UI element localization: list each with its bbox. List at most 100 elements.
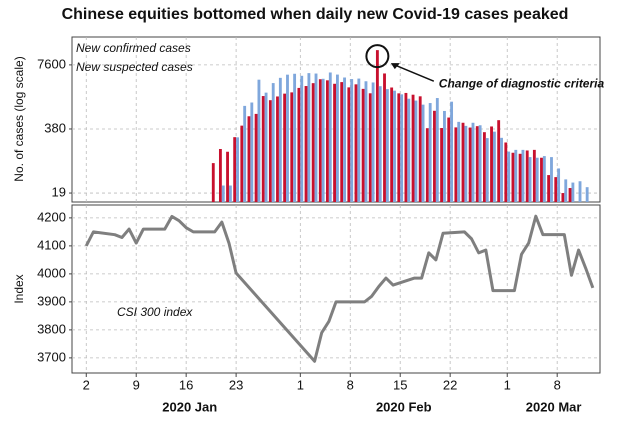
bar xyxy=(542,156,546,202)
x-tick-label: 22 xyxy=(443,377,457,392)
bar xyxy=(475,126,479,202)
bar xyxy=(385,89,389,202)
bar xyxy=(247,116,251,202)
bar xyxy=(218,148,222,202)
x-tick-label: 23 xyxy=(229,377,243,392)
bar xyxy=(261,96,265,202)
bar xyxy=(497,120,501,202)
bar xyxy=(482,132,486,202)
bar xyxy=(268,100,272,202)
y-tick-label: 7600 xyxy=(37,56,66,71)
bar xyxy=(500,137,503,202)
x-tick-label: 8 xyxy=(554,377,561,392)
x-tick-label: 1 xyxy=(297,377,304,392)
bar xyxy=(418,96,422,202)
bar xyxy=(521,149,525,202)
bar xyxy=(304,86,308,202)
bar xyxy=(333,83,336,202)
bar xyxy=(535,157,539,202)
bar xyxy=(240,125,244,202)
bar xyxy=(278,77,282,202)
x-tick-label: 16 xyxy=(179,377,193,392)
bar xyxy=(407,98,411,202)
bar xyxy=(492,131,496,202)
bar xyxy=(468,127,472,202)
legend-label: New confirmed cases xyxy=(76,41,191,55)
bar xyxy=(283,93,287,202)
bar xyxy=(243,105,247,202)
bar xyxy=(271,83,275,202)
bar xyxy=(350,79,354,202)
bar xyxy=(297,87,301,202)
bar xyxy=(383,73,386,203)
bar xyxy=(250,102,254,202)
month-label: 2020 Mar xyxy=(526,399,582,414)
y-tick-label: 3900 xyxy=(37,293,66,308)
bar xyxy=(433,110,436,202)
bar xyxy=(540,157,543,202)
bar xyxy=(400,94,404,202)
bar xyxy=(443,110,446,202)
bar xyxy=(361,88,365,202)
bar xyxy=(354,84,358,202)
x-tick-label: 8 xyxy=(347,377,354,392)
bar xyxy=(318,79,322,202)
bar xyxy=(347,87,351,202)
annotation-arrowhead xyxy=(390,63,400,70)
bar xyxy=(357,78,361,202)
bar xyxy=(554,177,558,202)
bar xyxy=(564,179,568,202)
bar xyxy=(478,125,482,202)
bar xyxy=(450,101,454,202)
bar xyxy=(264,92,268,202)
bar xyxy=(578,181,582,202)
bar xyxy=(461,122,465,202)
bar xyxy=(233,137,237,202)
bar xyxy=(254,113,258,202)
bar xyxy=(511,152,515,202)
bar xyxy=(300,75,304,202)
bar xyxy=(547,175,551,202)
bar xyxy=(378,86,382,202)
bar xyxy=(397,93,401,202)
y-axis-label: No. of cases (log scale) xyxy=(12,56,26,181)
bar xyxy=(525,150,529,202)
bar xyxy=(393,90,396,202)
bar xyxy=(561,193,565,202)
y-tick-label: 3800 xyxy=(37,321,66,336)
bar xyxy=(557,168,561,202)
bar xyxy=(286,74,289,202)
bar xyxy=(336,74,339,202)
y-tick-label: 19 xyxy=(52,184,66,199)
bar xyxy=(364,81,368,202)
bar xyxy=(390,87,394,202)
bar xyxy=(532,149,536,202)
x-tick-label: 2 xyxy=(83,377,90,392)
bar xyxy=(454,127,458,202)
bar xyxy=(343,77,346,202)
x-tick-label: 1 xyxy=(504,377,511,392)
bar xyxy=(514,149,518,202)
y-tick-label: 380 xyxy=(44,120,66,135)
bar xyxy=(550,157,553,202)
bar xyxy=(228,185,232,202)
annotation: Change of diagnostic criteria xyxy=(439,76,605,90)
x-tick-label: 9 xyxy=(133,377,140,392)
y-axis-label: Index xyxy=(12,274,26,303)
bar xyxy=(435,98,439,202)
y-tick-label: 3700 xyxy=(37,349,66,364)
series-label: CSI 300 index xyxy=(117,305,193,319)
bar xyxy=(440,128,444,202)
annotation-arrow xyxy=(392,63,435,82)
bar xyxy=(504,142,508,202)
bar xyxy=(507,151,511,202)
bar xyxy=(226,151,229,202)
bar xyxy=(326,80,329,202)
bar xyxy=(211,163,215,202)
bar xyxy=(585,187,589,202)
bar xyxy=(404,92,408,202)
y-tick-label: 4100 xyxy=(37,237,66,252)
month-label: 2020 Jan xyxy=(162,399,217,414)
bar xyxy=(485,138,489,202)
chart-title: Chinese equities bottomed when daily new… xyxy=(62,6,569,23)
